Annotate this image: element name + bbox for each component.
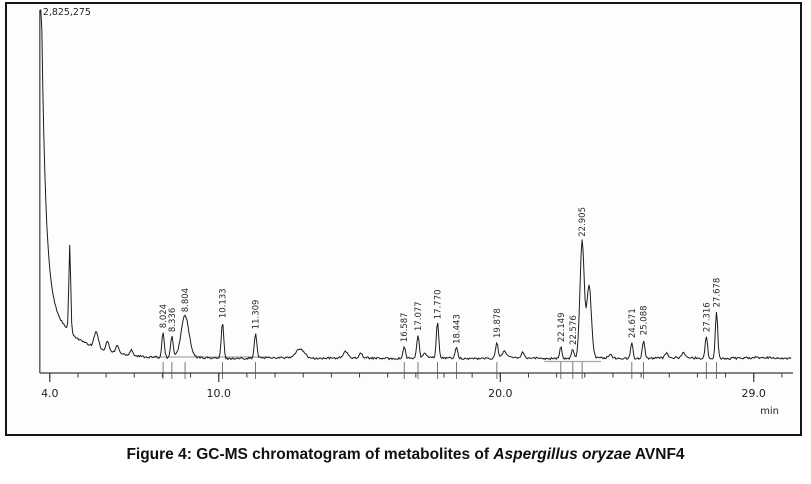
peak-label: 8.804 — [180, 288, 190, 312]
peak-label: 8.024 — [158, 304, 168, 328]
peak-label: 22.905 — [577, 207, 587, 237]
peak-label: 18.443 — [451, 314, 461, 344]
peak-label: 27.316 — [701, 302, 711, 332]
peak-label: 16.587 — [399, 312, 409, 342]
chromatogram-figure-panel: 2,825,275 min 4.0 10.0 20.0 29.0 8.024 8.336… — [5, 2, 802, 436]
peak-label: 17.077 — [413, 301, 423, 331]
caption-species-name: Aspergillus oryzae — [493, 446, 632, 463]
peak-label: 22.576 — [568, 315, 578, 345]
caption-suffix: AVNF4 — [631, 446, 685, 463]
x-axis-unit-label: min — [760, 406, 779, 417]
peak-label: 10.133 — [217, 288, 227, 318]
chromatogram-plot: 2,825,275 min 4.0 10.0 20.0 29.0 8.0248.336… — [39, 7, 794, 417]
peak-label: 24.671 — [627, 308, 637, 338]
y-fullscale-intensity-label: 2,825,275 — [43, 7, 91, 18]
peak-label: 19.878 — [492, 308, 502, 338]
x-tick-label: 10.0 — [207, 387, 231, 400]
x-tick-label: 20.0 — [488, 387, 512, 400]
chromatogram-trace — [39, 9, 792, 361]
peak-label: 22.149 — [556, 312, 566, 342]
figure-caption: Figure 4: GC-MS chromatogram of metaboli… — [0, 446, 811, 464]
peak-label: 27.678 — [712, 278, 722, 308]
peak-label: 17.770 — [433, 289, 443, 319]
x-tick-label: 4.0 — [41, 387, 58, 400]
caption-prefix: Figure 4: GC-MS chromatogram of metaboli… — [126, 446, 494, 463]
peak-label: 25.088 — [639, 305, 649, 335]
integration-baselines — [153, 356, 602, 363]
x-axis-ticks: 4.0 10.0 20.0 29.0 — [41, 373, 783, 400]
peak-label: 11.309 — [251, 300, 261, 330]
peak-label: 8.336 — [167, 308, 177, 332]
x-tick-label: 29.0 — [742, 387, 766, 400]
